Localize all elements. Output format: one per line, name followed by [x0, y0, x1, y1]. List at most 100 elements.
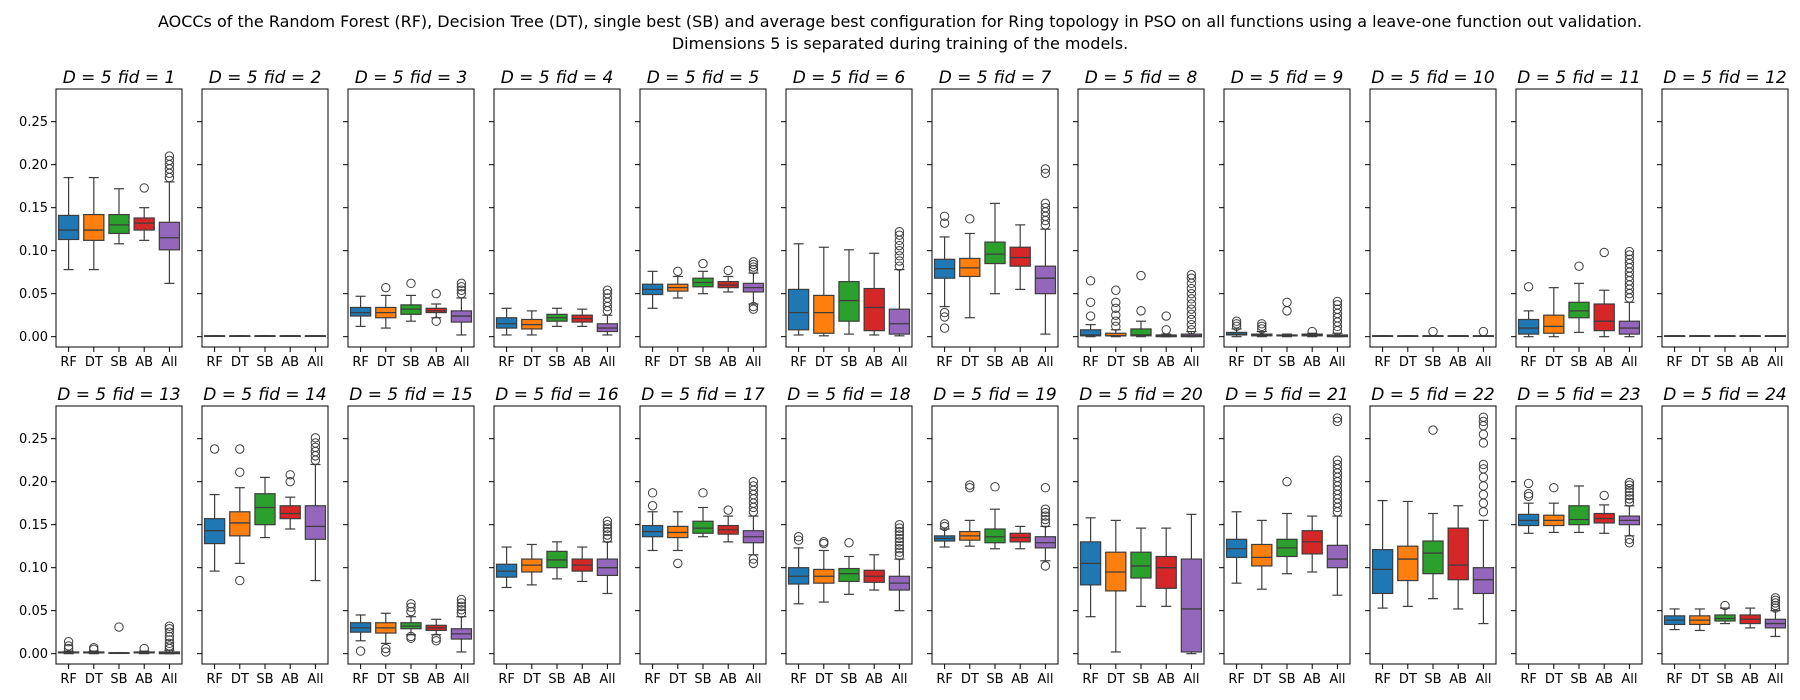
x-tick-label: SB — [1278, 355, 1295, 370]
box-iqr — [813, 294, 835, 334]
box-rf — [1663, 335, 1686, 338]
outlier-point — [965, 480, 975, 490]
box-iqr — [158, 221, 181, 251]
box-dt — [521, 543, 543, 586]
outlier-point — [1307, 326, 1317, 337]
x-tick-label: AB — [1449, 355, 1467, 370]
box-ab — [717, 505, 739, 543]
outlier-point — [1428, 425, 1438, 435]
x-tick-label: DT — [1545, 355, 1563, 370]
x-tick-label: All — [891, 355, 907, 370]
subplot-title-dimension: D = 5 — [209, 68, 258, 88]
subplot-title-function-id: fid = 18 — [842, 385, 911, 405]
box-all — [596, 516, 619, 595]
outlier-point — [355, 646, 366, 656]
box-ab — [1593, 247, 1615, 338]
y-tick-label: 0.20 — [19, 158, 48, 173]
outlier-point — [1040, 507, 1051, 518]
subplot-title: D = 5 fid = 10 — [1371, 68, 1494, 88]
y-tick-label: 0.10 — [19, 561, 48, 576]
x-tick-label: AB — [719, 355, 737, 370]
x-tick-label: SB — [256, 672, 273, 687]
box-iqr — [1009, 246, 1031, 267]
y-tick-label: 0.20 — [19, 475, 48, 490]
box-all — [1472, 412, 1495, 625]
x-tick-label: DT — [1691, 672, 1709, 687]
outlier-point — [748, 554, 759, 564]
box-dt — [229, 444, 251, 586]
outlier-point — [1478, 459, 1489, 470]
x-tick-label: SB — [694, 672, 711, 687]
subplot-14: D = 5 fid = 14 RF DT SB AB All — [197, 385, 329, 687]
box-dt — [667, 511, 689, 569]
x-tick-label: SB — [1132, 672, 1149, 687]
outlier-point — [1332, 455, 1343, 465]
x-tick-label: SB — [694, 355, 711, 370]
x-tick-label: All — [599, 672, 615, 687]
box-dt — [813, 537, 835, 603]
box-dt — [1105, 519, 1127, 653]
subplot-title-function-id: fid = 13 — [112, 385, 180, 405]
box-rf — [1517, 282, 1540, 338]
x-tick-label: SB — [986, 355, 1003, 370]
box-iqr — [1326, 544, 1349, 569]
x-tick-label: AB — [1595, 672, 1613, 687]
x-tick-label: RF — [498, 355, 515, 370]
box-ab — [1593, 490, 1615, 534]
outlier-point — [1523, 282, 1534, 292]
box-ab — [571, 308, 593, 327]
subplot-title-function-id: fid = 15 — [404, 385, 472, 405]
outlier-point — [1624, 483, 1635, 494]
box-rf — [1371, 335, 1394, 338]
outlier-point — [456, 594, 467, 605]
x-tick-label: All — [1329, 672, 1345, 687]
box-all — [742, 257, 765, 314]
outlier-point — [1282, 476, 1292, 487]
outlier-point — [894, 530, 905, 540]
subplot-title: D = 5 fid = 21 — [1225, 385, 1348, 405]
x-tick-label: DT — [1107, 355, 1125, 370]
outlier-point — [1111, 303, 1121, 313]
x-tick-label: DT — [523, 672, 541, 687]
subplot-title-dimension: D = 5 — [1663, 385, 1712, 405]
box-ab — [863, 554, 885, 591]
box-sb — [1276, 297, 1298, 338]
subplot-title-dimension: D = 5 — [1517, 385, 1566, 405]
subplot-title: D = 5 fid = 23 — [1517, 385, 1640, 405]
subplot-title: D = 5 fid = 24 — [1663, 385, 1786, 405]
x-tick-label: SB — [402, 355, 419, 370]
subplot-24: D = 5 fid = 24 RF DT SB AB All — [1657, 385, 1789, 687]
box-ab — [279, 470, 301, 530]
x-tick-label: All — [745, 355, 761, 370]
subplot-11: D = 5 fid = 11 RF DT SB AB All — [1511, 68, 1643, 370]
box-sb — [1422, 425, 1444, 600]
x-tick-label: AB — [281, 672, 299, 687]
box-dt — [1543, 287, 1565, 338]
box-dt — [813, 246, 835, 337]
outlier-point — [1478, 416, 1489, 427]
box-dt — [1397, 335, 1419, 338]
outlier-point — [1624, 494, 1635, 504]
outlier-point — [602, 523, 613, 533]
x-tick-label: DT — [523, 355, 541, 370]
subplot-title: D = 5 fid = 19 — [933, 385, 1056, 405]
outlier-point — [1111, 297, 1121, 307]
subplot-title-dimension: D = 5 — [641, 385, 690, 405]
outlier-point — [1186, 283, 1197, 294]
subplot-22: D = 5 fid = 22 RF DT SB AB All — [1365, 385, 1497, 687]
x-tick-label: AB — [865, 355, 883, 370]
x-tick-label: RF — [790, 672, 807, 687]
outlier-point — [1624, 246, 1635, 257]
outlier-point — [431, 316, 441, 326]
box-rf — [1663, 608, 1686, 631]
subplot-title-function-id: fid = 3 — [410, 68, 468, 88]
x-tick-label: AB — [135, 672, 153, 687]
x-tick-label: All — [307, 355, 323, 370]
outlier-point — [939, 323, 950, 333]
box-all — [1326, 296, 1349, 338]
y-tick-label: 0.00 — [19, 647, 48, 662]
box-iqr — [888, 308, 911, 335]
outlier-point — [698, 258, 708, 269]
x-tick-label: DT — [815, 355, 833, 370]
box-rf — [641, 488, 664, 552]
